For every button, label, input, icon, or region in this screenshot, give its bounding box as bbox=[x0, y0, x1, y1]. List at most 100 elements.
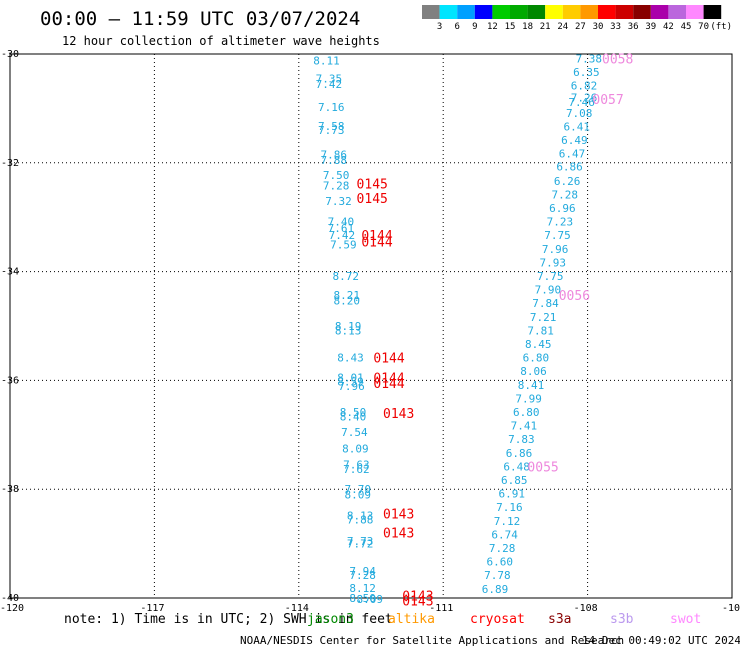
x-tick-label: -117 bbox=[140, 603, 164, 614]
wave-height-value: 6.80 bbox=[513, 406, 540, 419]
wave-height-value: 7.28 bbox=[552, 188, 579, 201]
x-tick-label: -111 bbox=[429, 603, 453, 614]
legend-label: 27 bbox=[574, 22, 586, 32]
wave-height-value: 8.41 bbox=[518, 379, 545, 392]
wave-height-value: 7.28 bbox=[489, 542, 515, 555]
wave-height-value: 8.09 bbox=[357, 593, 384, 606]
satellite-label: s3a bbox=[548, 612, 572, 627]
wave-height-value: 6.96 bbox=[549, 202, 576, 215]
wave-height-value: 8.09 bbox=[345, 489, 372, 502]
wave-height-value: 8.13 bbox=[347, 509, 374, 522]
note-text: note: 1) Time is in UTC; 2) SWH is in fe… bbox=[64, 612, 393, 627]
wave-height-value: 7.32 bbox=[325, 195, 352, 208]
legend-label: 15 bbox=[504, 22, 516, 32]
wave-height-value: 7.96 bbox=[338, 380, 365, 393]
footer-credit: NOAA/NESDIS Center for Satellite Applica… bbox=[240, 634, 625, 647]
wave-height-value: 7.96 bbox=[542, 243, 569, 256]
legend-swatch bbox=[650, 5, 669, 19]
wave-height-value: 7.54 bbox=[341, 426, 368, 439]
wave-height-value: 7.59 bbox=[330, 238, 357, 251]
wave-height-value: 7.88 bbox=[320, 154, 347, 167]
legend-label: 42 bbox=[662, 22, 674, 32]
legend-swatch bbox=[668, 5, 686, 19]
wave-height-value: 6.49 bbox=[561, 134, 588, 147]
wave-height-value: 7.40 bbox=[328, 216, 355, 229]
legend-label: 6 bbox=[454, 22, 460, 32]
legend-swatch bbox=[598, 5, 616, 19]
wave-height-value: 7.93 bbox=[539, 256, 566, 269]
wave-height-value: 7.50 bbox=[323, 169, 350, 182]
color-legend bbox=[422, 5, 722, 19]
pass-time-label: 0056 bbox=[559, 289, 590, 304]
wave-height-value: 7.28 bbox=[349, 569, 376, 582]
wave-height-value: 8.19 bbox=[335, 320, 362, 333]
legend-swatch bbox=[439, 5, 458, 19]
pass-time-label: 0058 bbox=[602, 52, 633, 67]
wave-height-value: 7.41 bbox=[511, 420, 538, 433]
wave-height-value: 7.16 bbox=[318, 101, 345, 114]
wave-height-value: 8.72 bbox=[332, 270, 359, 283]
wave-height-value: 7.28 bbox=[323, 180, 350, 193]
legend-swatch bbox=[510, 5, 528, 19]
wave-height-value: 6.74 bbox=[491, 528, 518, 541]
y-tick-label: -34 bbox=[1, 267, 19, 278]
legend-label: 12 bbox=[486, 22, 498, 32]
pass-time-label: 0144 bbox=[361, 229, 392, 244]
wave-height-value: 8.06 bbox=[520, 365, 547, 378]
pass-time-label: 0144 bbox=[373, 372, 404, 387]
legend-label: 24 bbox=[557, 22, 569, 32]
legend-label: 3 bbox=[436, 22, 443, 32]
x-tick-label: -120 bbox=[0, 603, 24, 614]
pass-time-label: 0143 bbox=[383, 407, 414, 422]
wave-height-value: 7.90 bbox=[535, 284, 562, 297]
wave-height-value: 7.23 bbox=[547, 216, 574, 229]
pass-time-label: 0144 bbox=[361, 236, 392, 251]
y-tick-label: -32 bbox=[1, 158, 19, 169]
wave-height-value: 7.73 bbox=[347, 535, 374, 548]
legend-label: 30 bbox=[592, 22, 604, 32]
wave-height-value: 7.75 bbox=[544, 229, 571, 242]
wave-height-value: 8.59 bbox=[337, 375, 364, 388]
wave-height-value: 8.13 bbox=[335, 324, 362, 337]
satellite-label: jason3 bbox=[307, 612, 354, 627]
pass-time-label: 0143 bbox=[383, 508, 414, 523]
wave-height-value: 7.86 bbox=[320, 149, 347, 162]
y-tick-label: -40 bbox=[1, 593, 19, 604]
wave-height-value: 7.16 bbox=[496, 501, 523, 514]
wave-height-value: 7.26 bbox=[571, 92, 598, 105]
wave-height-value: 7.84 bbox=[532, 297, 559, 310]
wave-height-value: 6.82 bbox=[571, 80, 598, 93]
wave-height-value: 7.99 bbox=[515, 392, 542, 405]
wave-height-value: 7.35 bbox=[316, 72, 343, 85]
satellite-label: swot bbox=[670, 612, 702, 627]
legend-label: 18 bbox=[522, 22, 534, 32]
legend-swatch bbox=[686, 5, 704, 19]
page-subtitle: 12 hour collection of altimeter wave hei… bbox=[62, 34, 380, 48]
legend-swatch bbox=[580, 5, 598, 19]
wave-height-value: 8.09 bbox=[342, 442, 369, 455]
legend-swatch bbox=[703, 5, 722, 19]
legend-label: 36 bbox=[627, 22, 639, 32]
satellite-label: altika bbox=[388, 612, 435, 627]
legend-swatch bbox=[562, 5, 581, 19]
wave-height-value: 7.88 bbox=[347, 514, 374, 527]
wave-height-value: 8.01 bbox=[337, 372, 364, 385]
wave-height-value: 7.12 bbox=[494, 515, 521, 528]
y-tick-label: -38 bbox=[1, 484, 19, 495]
pass-time-label: 0143 bbox=[383, 527, 414, 542]
wave-height-value: 8.11 bbox=[313, 55, 340, 68]
wave-height-value: 6.47 bbox=[559, 148, 586, 161]
legend-label: 21 bbox=[539, 22, 551, 32]
wave-height-value: 7.70 bbox=[345, 483, 372, 496]
pass-time-label: 0057 bbox=[592, 93, 623, 108]
legend-swatch bbox=[457, 5, 475, 19]
wave-height-value: 7.73 bbox=[318, 124, 345, 137]
pass-time-label: 0144 bbox=[373, 377, 404, 392]
wave-height-value: 6.48 bbox=[503, 460, 530, 473]
pass-time-label: 0145 bbox=[357, 192, 388, 207]
pass-time-label: 0055 bbox=[527, 460, 558, 475]
wave-height-value: 7.21 bbox=[530, 311, 557, 324]
legend-swatch bbox=[422, 5, 440, 19]
wave-height-value: 8.43 bbox=[337, 352, 364, 365]
